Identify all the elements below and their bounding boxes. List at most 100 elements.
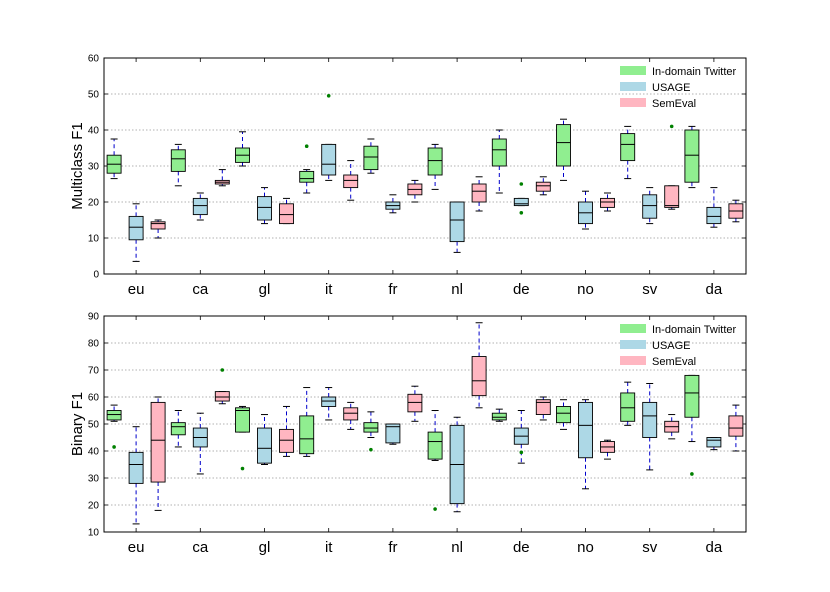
box-body xyxy=(363,145,379,171)
box-fr-semeval xyxy=(407,385,423,422)
box-nl-usage xyxy=(449,416,465,513)
box-da-usage xyxy=(706,187,722,228)
outlier-point xyxy=(240,466,245,471)
legend: In-domain Twitter USAGE SemEval xyxy=(620,324,737,368)
box-body xyxy=(235,407,250,433)
box-body xyxy=(684,374,700,418)
box-body xyxy=(642,194,658,219)
box-sv-usage xyxy=(642,187,658,225)
box-ca-indomain xyxy=(170,143,186,187)
box-body xyxy=(170,149,186,172)
box-ca-semeval xyxy=(214,368,230,405)
box-de-indomain xyxy=(491,408,507,422)
legend-swatch-semeval xyxy=(620,356,646,365)
box-sv-semeval xyxy=(664,124,680,210)
box-body xyxy=(192,197,208,216)
outlier-point xyxy=(112,445,116,449)
box-body xyxy=(706,437,722,448)
box-da-usage xyxy=(706,437,722,451)
x-tick-label-sv: sv xyxy=(642,281,658,298)
x-tick-label-nl: nl xyxy=(451,281,463,298)
y-tick-label: 60 xyxy=(88,54,100,65)
legend-label-indomain: In-domain Twitter xyxy=(652,66,737,78)
box-eu-usage xyxy=(128,426,144,525)
box-body xyxy=(556,406,571,424)
box-nl-semeval xyxy=(471,322,487,409)
box-it-semeval xyxy=(343,401,359,430)
x-tick-label-fr: fr xyxy=(388,539,397,556)
y-tick-label: 50 xyxy=(88,420,100,431)
x-tick-label-da: da xyxy=(706,281,723,298)
box-body xyxy=(578,401,593,459)
box-eu-semeval xyxy=(150,219,166,239)
box-fr-indomain xyxy=(363,138,379,174)
outlier-point xyxy=(220,368,225,372)
box-eu-semeval xyxy=(150,396,166,511)
box-body xyxy=(214,391,230,402)
box-gl-indomain xyxy=(235,405,250,471)
plot-frame xyxy=(103,57,747,275)
box-it-semeval xyxy=(343,160,359,201)
y-tick-label: 40 xyxy=(88,126,100,137)
box-body xyxy=(600,197,615,208)
box-body xyxy=(128,215,144,241)
box-body xyxy=(407,393,423,413)
box-eu-indomain xyxy=(106,138,122,180)
box-body xyxy=(150,221,166,230)
box-eu-usage xyxy=(128,203,144,262)
x-tick-label-no: no xyxy=(577,281,594,298)
box-no-semeval xyxy=(600,439,615,460)
outlier-point xyxy=(669,124,674,129)
box-body xyxy=(491,412,507,421)
box-body xyxy=(170,422,186,436)
box-sv-indomain xyxy=(620,381,636,426)
box-fr-semeval xyxy=(407,179,423,203)
box-body xyxy=(491,138,507,167)
box-body xyxy=(257,196,272,221)
y-tick-label: 30 xyxy=(88,474,100,485)
box-body xyxy=(363,422,379,433)
y-tick-label: 20 xyxy=(88,501,100,512)
y-tick-label: 40 xyxy=(88,447,100,458)
outlier-point xyxy=(369,447,373,452)
box-body xyxy=(535,399,551,416)
legend-swatch-indomain xyxy=(620,324,646,333)
box-gl-indomain xyxy=(235,131,250,167)
box-ca-indomain xyxy=(170,410,186,448)
box-body xyxy=(471,356,487,397)
box-body xyxy=(343,174,359,189)
box-no-semeval xyxy=(600,192,615,212)
box-body xyxy=(427,147,443,176)
outlier-point xyxy=(433,507,437,511)
legend-label-usage: USAGE xyxy=(652,340,691,352)
x-tick-label-ca: ca xyxy=(192,539,209,556)
box-body xyxy=(321,143,337,176)
y-tick-label: 70 xyxy=(88,366,100,377)
legend-label-usage: USAGE xyxy=(652,82,691,94)
outlier-point xyxy=(690,472,694,476)
box-body xyxy=(427,431,443,460)
box-sv-semeval xyxy=(664,414,680,440)
x-tick-label-it: it xyxy=(325,539,333,556)
y-tick-label: 90 xyxy=(88,312,100,323)
outlier-point xyxy=(326,94,331,98)
box-it-indomain xyxy=(299,387,315,457)
plot-frame xyxy=(103,315,747,533)
box-body xyxy=(620,392,636,422)
outlier-point xyxy=(519,182,524,186)
box-body xyxy=(321,396,337,407)
box-de-semeval xyxy=(535,396,551,421)
box-sv-usage xyxy=(642,383,658,471)
legend-swatch-indomain xyxy=(620,66,646,75)
legend: In-domain Twitter USAGE SemEval xyxy=(620,66,737,110)
x-tick-label-it: it xyxy=(325,281,333,298)
box-body xyxy=(556,124,571,167)
box-de-indomain xyxy=(491,129,507,194)
box-it-usage xyxy=(321,94,337,181)
box-body xyxy=(128,451,144,484)
x-tick-label-eu: eu xyxy=(128,539,145,556)
y-axis-label: Binary F1 xyxy=(69,392,86,456)
box-body xyxy=(642,401,658,438)
x-tick-label-de: de xyxy=(513,281,530,298)
